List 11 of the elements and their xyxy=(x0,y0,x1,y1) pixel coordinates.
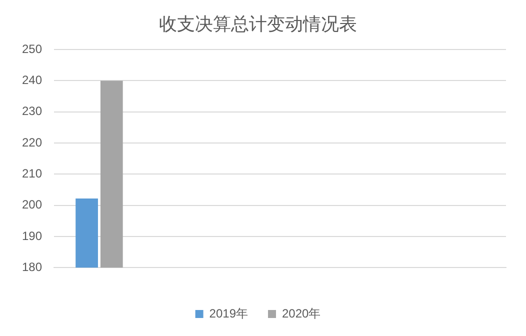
chart-title: 收支决算总计变动情况表 xyxy=(159,14,357,34)
legend-label: 2020年 xyxy=(282,306,321,320)
y-tick-label: 250 xyxy=(22,42,42,56)
y-tick-label: 180 xyxy=(22,260,42,274)
y-tick-label: 190 xyxy=(22,228,42,243)
y-tick-label: 240 xyxy=(22,73,42,88)
y-tick-label: 210 xyxy=(22,166,42,180)
y-tick-label: 200 xyxy=(22,198,42,212)
y-tick-label: 220 xyxy=(22,135,42,150)
y-tick-label: 230 xyxy=(22,104,42,118)
legend-label: 2019年 xyxy=(209,306,248,320)
